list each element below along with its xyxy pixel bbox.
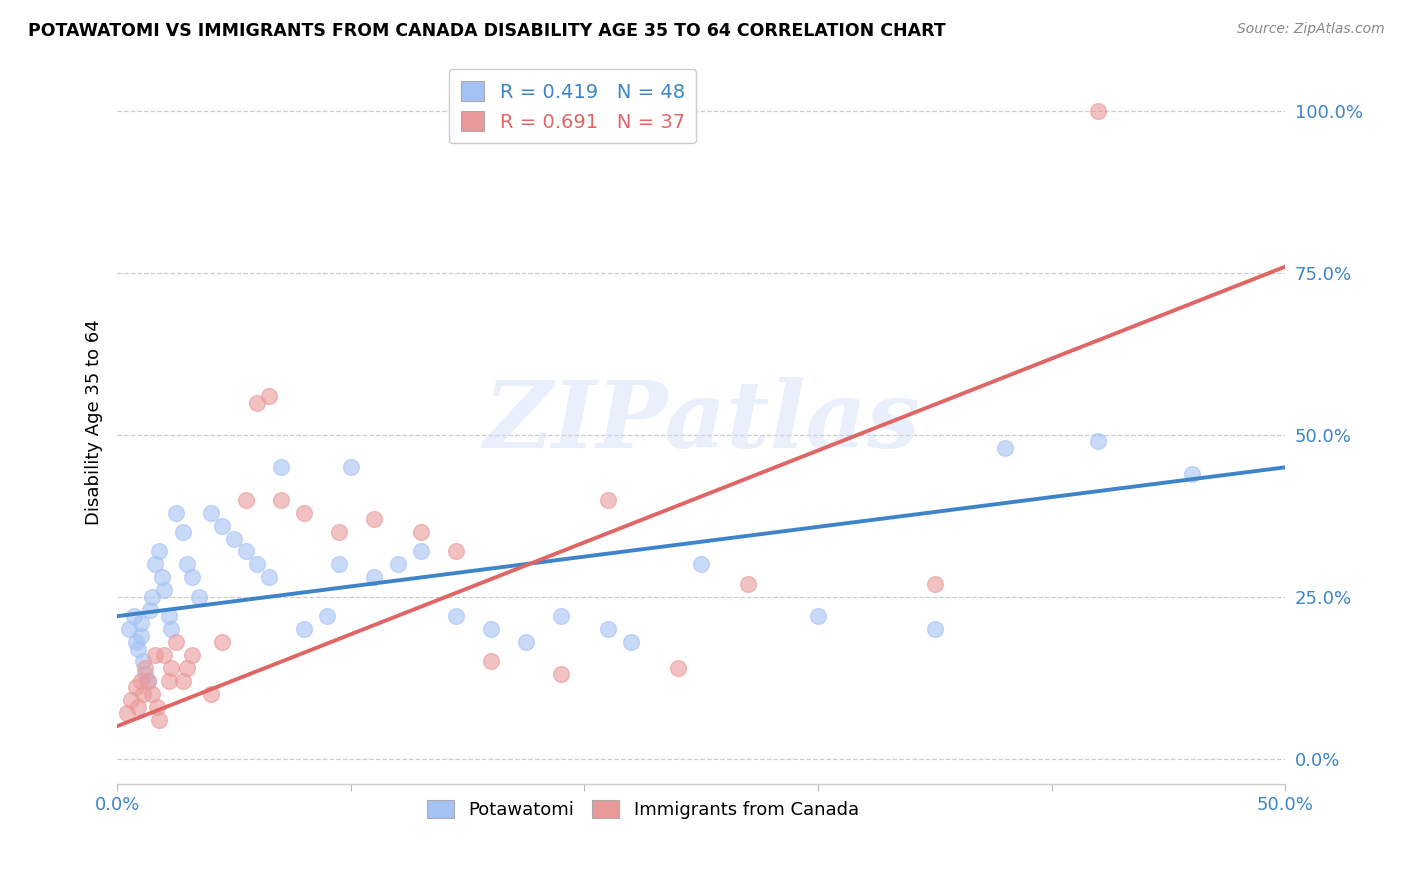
Point [690,558,713,572]
Point [444,544,467,558]
Point [444,609,467,624]
Point [127,699,149,714]
Point [125,681,148,695]
Point [994,441,1017,455]
Point [924,622,946,636]
Point [118,622,141,636]
Point [132,655,155,669]
Point [620,635,643,649]
Point [122,609,145,624]
Point [1181,467,1204,481]
Point [153,583,176,598]
Point [125,635,148,649]
Point [134,661,156,675]
Point [666,661,689,675]
Point [160,661,183,675]
Point [246,395,269,409]
Point [737,576,759,591]
Point [141,687,163,701]
Point [143,558,166,572]
Point [292,506,315,520]
Point [1087,104,1109,119]
Point [235,492,257,507]
Point [596,492,619,507]
Point [328,524,350,539]
Point [211,518,233,533]
Point [200,506,222,520]
Point [176,661,198,675]
Point [165,506,187,520]
Point [924,576,946,591]
Point [363,512,385,526]
Point [246,558,269,572]
Point [148,544,170,558]
Point [807,609,830,624]
Point [181,570,204,584]
Text: POTAWATOMI VS IMMIGRANTS FROM CANADA DISABILITY AGE 35 TO 64 CORRELATION CHART: POTAWATOMI VS IMMIGRANTS FROM CANADA DIS… [28,22,946,40]
Point [150,570,173,584]
Point [211,635,233,649]
Point [129,629,152,643]
Point [270,460,292,475]
Point [172,673,194,688]
Point [409,524,432,539]
Point [176,558,198,572]
Point [160,622,183,636]
Text: ZIPatlas: ZIPatlas [482,377,920,467]
Point [157,673,180,688]
Point [257,570,280,584]
Point [141,590,163,604]
Point [235,544,257,558]
Point [1087,434,1109,449]
Text: Source: ZipAtlas.com: Source: ZipAtlas.com [1237,22,1385,37]
Point [187,590,209,604]
Point [129,615,152,630]
Point [165,635,187,649]
Point [134,667,156,681]
Point [257,389,280,403]
Point [172,524,194,539]
Legend: Potawatomi, Immigrants from Canada: Potawatomi, Immigrants from Canada [419,792,866,826]
Point [479,655,502,669]
Point [200,687,222,701]
Point [181,648,204,662]
Point [339,460,361,475]
Point [139,603,162,617]
Point [157,609,180,624]
Point [515,635,537,649]
Point [596,622,619,636]
Point [136,673,159,688]
Point [132,687,155,701]
Point [270,492,292,507]
Point [316,609,339,624]
Point [387,558,409,572]
Point [127,641,149,656]
Point [222,532,245,546]
Point [120,693,142,707]
Point [129,673,152,688]
Point [143,648,166,662]
Point [153,648,176,662]
Point [409,544,432,558]
Point [136,673,159,688]
Point [550,667,572,681]
Point [550,609,572,624]
Point [146,699,169,714]
Point [148,713,170,727]
Point [479,622,502,636]
Point [115,706,138,721]
Point [292,622,315,636]
Point [328,558,350,572]
Y-axis label: Disability Age 35 to 64: Disability Age 35 to 64 [86,319,103,524]
Point [363,570,385,584]
